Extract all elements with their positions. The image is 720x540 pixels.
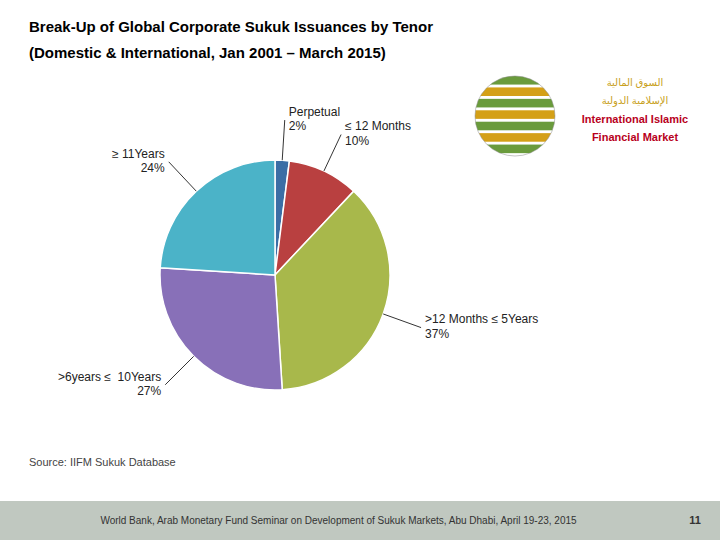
html-text:(Domestic & International, Jan: (Domestic & International, Jan 2001 – Ma…: [29, 44, 386, 61]
svg-text:≤ 12 Months10%: ≤ 12 Months10%: [345, 119, 411, 147]
html-text:Source: IIFM Sukuk Database: Source: IIFM Sukuk Database: [29, 456, 176, 468]
html-text:11: 11: [689, 514, 701, 526]
svg-text:≥ 11Years24%: ≥ 11Years24%: [112, 147, 165, 175]
svg-text:>6years ≤ 10Years27%: >6years ≤ 10Years27%: [58, 370, 162, 398]
html-text:World Bank, Arab Monetary Fund: World Bank, Arab Monetary Fund Seminar o…: [100, 515, 577, 526]
svg-text:Perpetual2%: Perpetual2%: [289, 105, 340, 133]
html-text:International Islamic: International Islamic: [581, 113, 689, 125]
html-text:السوق المالية: السوق المالية: [606, 77, 664, 88]
html-text:الإسلامية الدولية: الإسلامية الدولية: [601, 95, 669, 106]
svg-text:>12 Months ≤ 5Years37%: >12 Months ≤ 5Years37%: [425, 312, 538, 340]
html-text:Break-Up of Global Corporate S: Break-Up of Global Corporate Sukuk Issua…: [29, 18, 433, 35]
html-text:Financial Market: Financial Market: [591, 131, 679, 143]
